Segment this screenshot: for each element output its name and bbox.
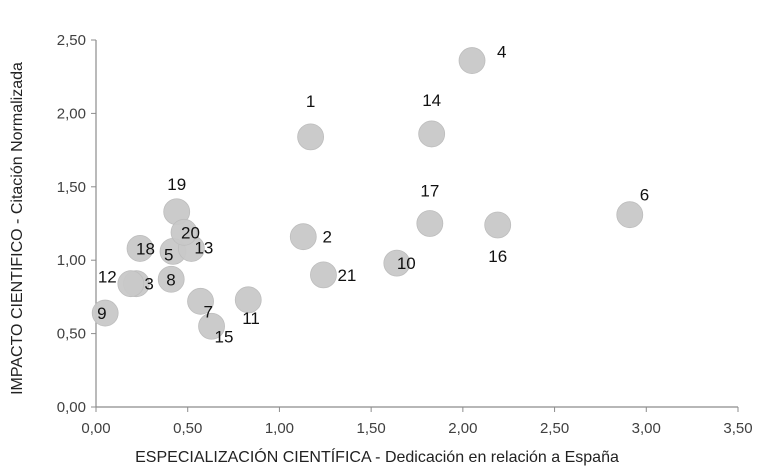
y-tick-label: 0,00 bbox=[57, 399, 86, 416]
scatter-point bbox=[289, 223, 317, 251]
point-label: 11 bbox=[242, 309, 260, 328]
point-label: 10 bbox=[397, 254, 416, 273]
point-label: 13 bbox=[194, 238, 213, 257]
x-tick-label: 1,50 bbox=[357, 420, 386, 437]
scatter-point bbox=[234, 286, 262, 314]
scatter-point bbox=[310, 261, 337, 289]
y-axis-title: IMPACTO CIENTIFICO - Citación Normalizad… bbox=[9, 62, 26, 395]
point-label: 16 bbox=[488, 247, 507, 266]
point-label: 12 bbox=[98, 268, 117, 287]
point-label: 20 bbox=[181, 223, 200, 242]
scatter-point bbox=[383, 249, 411, 277]
point-label: 9 bbox=[97, 304, 106, 323]
x-tick-label: 3,00 bbox=[632, 420, 661, 437]
scatter-point bbox=[91, 299, 119, 327]
point-label: 19 bbox=[167, 175, 186, 194]
x-tick-label: 2,00 bbox=[448, 420, 477, 437]
x-axis-title: ESPECIALIZACIÓN CIENTÍFICA - Dedicación … bbox=[135, 447, 619, 466]
point-label: 18 bbox=[136, 239, 155, 258]
point-label: 15 bbox=[215, 327, 234, 346]
point-label: 3 bbox=[144, 275, 153, 294]
point-label: 6 bbox=[640, 186, 649, 205]
scatter-point bbox=[297, 123, 325, 151]
scatter-point bbox=[458, 47, 486, 74]
y-tick-label: 0,50 bbox=[57, 326, 86, 343]
scatter-point bbox=[170, 218, 198, 246]
point-label: 14 bbox=[422, 91, 441, 110]
y-tick-label: 2,00 bbox=[57, 105, 86, 122]
scatter-point bbox=[616, 201, 644, 229]
axes: 0,00 0,50 1,00 1,50 2,00 2,50 3,00 3,50 0,00 0,50… bbox=[57, 32, 753, 437]
x-tick-label: 0,50 bbox=[173, 420, 202, 437]
point-label: 2 bbox=[323, 228, 332, 247]
point-label: 5 bbox=[164, 245, 173, 264]
x-tick-label: 2,50 bbox=[540, 420, 569, 437]
point-label: 7 bbox=[204, 302, 213, 321]
scatter-point bbox=[157, 265, 185, 293]
point-label: 8 bbox=[166, 270, 175, 289]
scatter-point bbox=[187, 287, 214, 315]
point-label: 1 bbox=[306, 92, 315, 111]
y-tick-label: 1,00 bbox=[57, 252, 86, 269]
point-label: 17 bbox=[420, 182, 439, 201]
data-points bbox=[91, 47, 644, 340]
y-tick-label: 1,50 bbox=[57, 179, 86, 196]
x-tick-label: 3,50 bbox=[723, 420, 752, 437]
x-tick-label: 0,00 bbox=[81, 420, 110, 437]
point-label: 21 bbox=[337, 266, 356, 285]
point-label: 4 bbox=[497, 43, 506, 62]
scatter-point bbox=[484, 211, 512, 239]
scatter-point bbox=[198, 312, 225, 340]
scatter-point bbox=[126, 235, 154, 262]
scatter-point bbox=[117, 270, 145, 298]
scatter-point bbox=[418, 120, 446, 148]
y-tick-label: 2,50 bbox=[57, 32, 86, 49]
scatter-point bbox=[416, 210, 444, 237]
x-tick-label: 1,00 bbox=[265, 420, 294, 437]
